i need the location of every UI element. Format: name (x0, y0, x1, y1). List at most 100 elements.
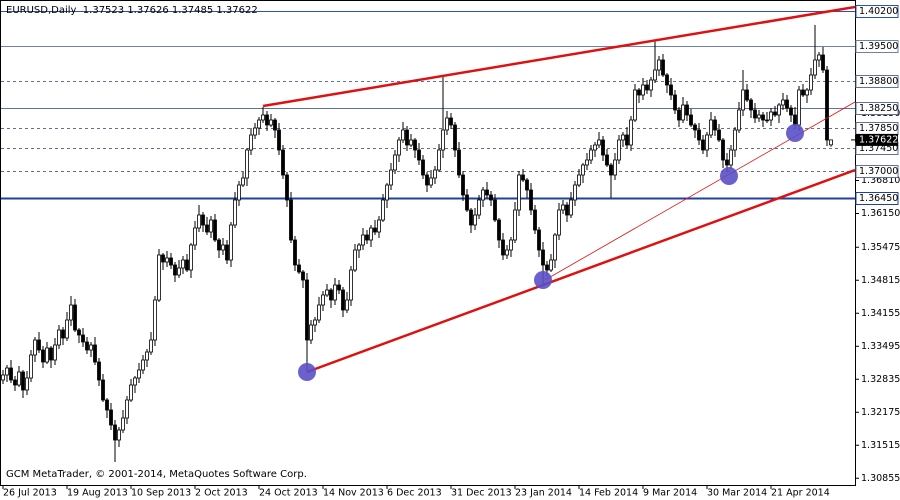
level-label: 1.36450 (859, 193, 898, 204)
candle-body (9, 367, 13, 381)
candle-body (85, 341, 89, 351)
last-price-box (856, 133, 898, 146)
candle-body (429, 177, 433, 186)
candle-body (265, 114, 269, 126)
candle-body (65, 319, 69, 339)
candle-body (189, 244, 193, 271)
y-tick-label: 1.30855 (861, 473, 900, 484)
candle-body (585, 159, 589, 166)
candle-body (309, 324, 313, 341)
candle-body (521, 174, 525, 181)
x-tick-label: 19 Aug 2013 (67, 488, 128, 499)
candle-body (377, 219, 381, 233)
candle-body (565, 204, 569, 216)
candle-body (1, 374, 5, 381)
candle-body (697, 129, 701, 141)
x-tick-label: 9 Mar 2014 (643, 488, 697, 499)
trend-lines (262, 5, 855, 381)
candle-body (109, 409, 113, 426)
candle-body (89, 344, 93, 351)
candle-body (141, 359, 145, 371)
candle-body (225, 244, 229, 261)
candle-body (317, 304, 321, 321)
candle-body (77, 329, 81, 336)
y-tick-label: 1.32835 (861, 374, 900, 385)
candle-body (733, 129, 737, 151)
candle-body (773, 111, 777, 116)
candle-body (785, 99, 789, 109)
candle-body (305, 279, 309, 341)
candle-body (165, 257, 169, 263)
candle-body (625, 134, 629, 146)
candle-body (345, 299, 349, 311)
candle-body (425, 174, 429, 186)
candle-body (249, 134, 253, 151)
level-label: 1.38800 (859, 76, 898, 87)
candle-body (405, 129, 409, 146)
candle-body (37, 339, 41, 351)
candle-body (705, 134, 709, 151)
candle-body (805, 89, 809, 96)
candle-body (721, 139, 725, 161)
candle-body (13, 379, 17, 386)
candle-body (173, 264, 177, 276)
x-tick-label: 2 Oct 2013 (195, 488, 248, 499)
candle-body (601, 139, 605, 156)
candle-body (153, 299, 157, 341)
candle-body (205, 224, 209, 233)
candle-body (537, 229, 541, 251)
candle-body (461, 174, 465, 196)
candle-body (509, 239, 513, 251)
candle-body (593, 144, 597, 151)
candle-body (449, 117, 453, 126)
candle-body (145, 351, 149, 361)
last-price-label: 1.37622 (859, 134, 898, 145)
candle-body (393, 154, 397, 171)
candle-body (321, 294, 325, 306)
candle-body (817, 54, 821, 61)
candle-body (177, 267, 181, 276)
candle-body (797, 89, 801, 126)
candle-body (25, 377, 29, 391)
candle-body (73, 304, 77, 331)
candle-body (113, 424, 117, 441)
candle-body (481, 189, 485, 201)
candle-body (53, 344, 57, 361)
y-tick-label: 1.34155 (861, 308, 900, 319)
candle-body (261, 114, 265, 121)
candle-body (197, 214, 201, 229)
trend-line (262, 5, 855, 108)
trend-line (306, 168, 855, 374)
candle-body (685, 104, 689, 116)
candle-body (45, 347, 49, 363)
candle-body (237, 184, 241, 201)
candle-body (21, 371, 25, 391)
candle-body (29, 354, 33, 379)
candle-body (605, 154, 609, 166)
candle-body (681, 104, 685, 121)
candle-body (757, 114, 761, 119)
candle-body (445, 117, 449, 131)
candle-body (661, 59, 665, 76)
candle-body (441, 129, 445, 151)
candle-body (633, 89, 637, 121)
level-label-box (855, 5, 899, 18)
candle-body (769, 111, 773, 121)
candle-body (137, 369, 141, 379)
candle-body (97, 361, 101, 381)
candle-body (749, 99, 753, 111)
level-label-box (855, 165, 899, 178)
candle-body (433, 169, 437, 179)
candle-body (353, 249, 357, 271)
candle-body (717, 129, 721, 141)
y-tick-label: 1.31515 (861, 440, 900, 451)
y-tick-label: 1.33495 (861, 341, 900, 352)
x-tick-label: 10 Sep 2013 (131, 488, 191, 499)
candle-body (505, 249, 509, 256)
candle-body (241, 177, 245, 186)
candle-body (761, 114, 765, 121)
candle-body (105, 399, 109, 411)
candle-body (821, 54, 825, 71)
candle-body (693, 124, 697, 131)
